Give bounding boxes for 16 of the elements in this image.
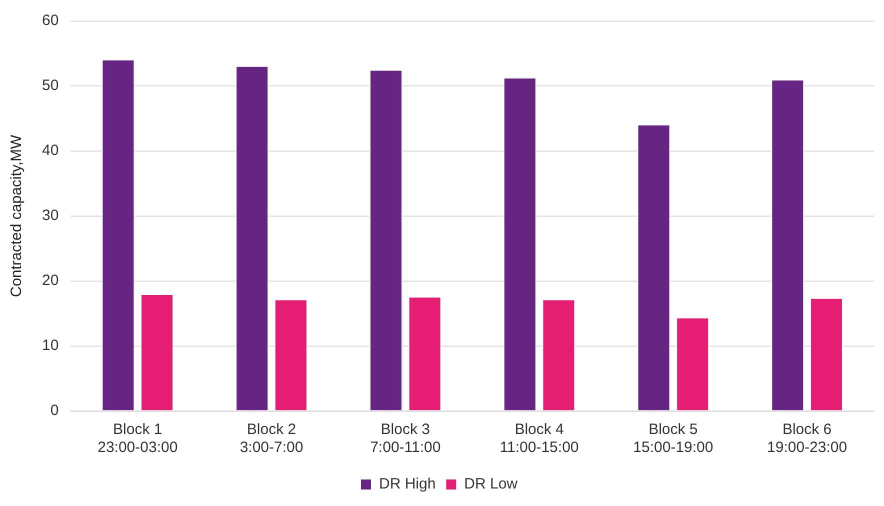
y-tick-label: 40 xyxy=(42,142,59,160)
x-tick-label: Block 1 23:00-03:00 xyxy=(98,421,178,456)
y-tick-label: 50 xyxy=(42,77,59,94)
y-tick-label: 60 xyxy=(42,12,59,30)
y-tick-label: 30 xyxy=(42,207,59,224)
y-tick-label: 20 xyxy=(42,272,59,290)
legend-label: DR Low xyxy=(464,476,518,493)
legend-label: DR High xyxy=(378,476,436,493)
y-tick-label: 10 xyxy=(42,337,59,354)
y-tick-label: 0 xyxy=(50,402,59,420)
y-axis-title: Contracted capacity,MW xyxy=(8,134,26,298)
x-tick-label: Block 3 7:00-11:00 xyxy=(370,421,441,456)
x-tick-label: Block 4 11:00-15:00 xyxy=(500,421,579,456)
x-tick-label: Block 5 15:00-19:00 xyxy=(633,421,714,456)
x-tick-label: Block 2 3:00-7:00 xyxy=(240,421,304,456)
x-tick-label: Block 6 19:00-23:00 xyxy=(767,421,848,456)
